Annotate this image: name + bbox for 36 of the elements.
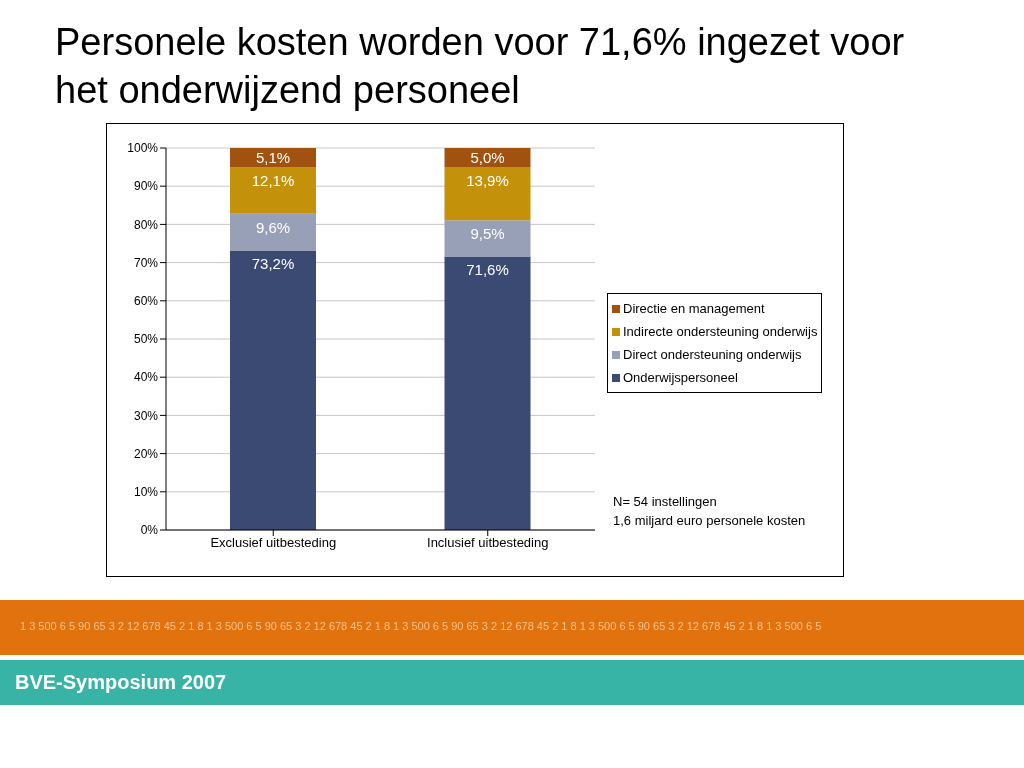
data-label: 9,5% [470, 225, 505, 243]
bar [444, 167, 531, 221]
legend-label: Onderwijspersoneel [623, 370, 738, 385]
chart-title: Personele kosten worden voor 71,6% ingezet voor het onderwijzend personeel [55, 20, 906, 113]
text: BVE-Symposium 2007 [15, 671, 227, 694]
y-tick-label: 40% [133, 370, 159, 385]
y-tick-label: 0% [140, 523, 159, 538]
y-tick-label: 100% [127, 141, 159, 156]
text: 1 3 500 6 5 90 65 3 2 12 678 45 2 1 8 1 3 500 6 5 90 65 3 2 12 678 45 2 1 8 1 3 500 6 5 90 65 3 2 12 678 45 2 1 8 1 3 500 6 5 90 65 3 2 12 678 45 2 1 8 1 3 500 6 5 [20, 620, 822, 632]
x-tick-label: Inclusief uitbesteding [427, 535, 549, 551]
data-label: 13,9% [466, 172, 509, 190]
y-tick-label: 10% [133, 485, 159, 500]
legend-label: Indirecte ondersteuning onderwijs [623, 324, 818, 339]
data-label: 71,6% [466, 261, 509, 279]
data-label: 5,1% [255, 148, 291, 166]
y-tick-label: 60% [133, 294, 159, 309]
text: N= 54 instellingen [613, 493, 718, 511]
y-tick-label: 50% [133, 332, 159, 347]
bar [230, 213, 316, 251]
text: 1,6 miljard euro personele kosten [613, 512, 806, 530]
y-tick-label: 80% [133, 217, 159, 232]
data-label: 73,2% [251, 255, 295, 273]
bar [444, 256, 531, 530]
bar [230, 167, 316, 214]
y-tick-label: 70% [133, 255, 159, 270]
y-tick-label: 90% [133, 179, 159, 194]
x-tick-label: Exclusief uitbesteding [210, 535, 337, 551]
bar [230, 250, 316, 530]
legend-label: Direct ondersteuning onderwijs [623, 347, 802, 362]
legend-label: Directie en management [623, 301, 765, 316]
y-tick-label: 30% [133, 408, 159, 423]
data-label: 5,0% [470, 148, 505, 166]
bar [444, 220, 531, 257]
data-label: 12,1% [251, 172, 295, 190]
data-label: 9,6% [255, 218, 291, 236]
y-tick-label: 20% [133, 446, 159, 461]
